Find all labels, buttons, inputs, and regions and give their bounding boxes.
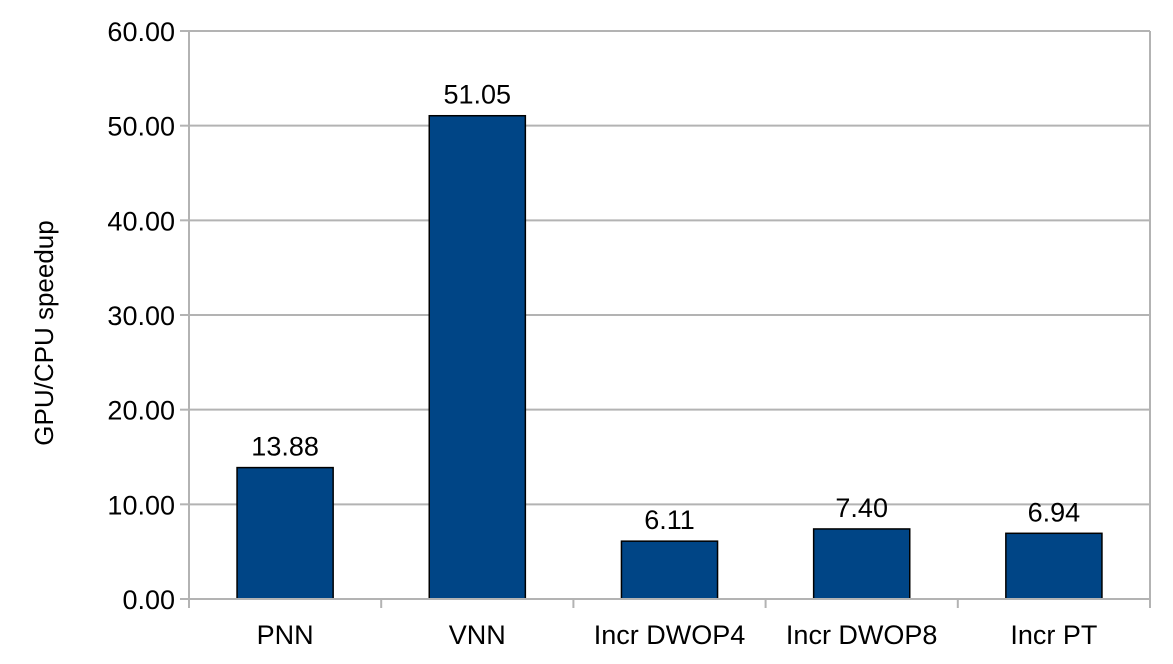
y-tick-label: 20.00	[107, 396, 175, 426]
data-label: 51.05	[444, 80, 512, 110]
x-category-label: Incr PT	[1010, 620, 1097, 650]
bar-incr-pt	[1005, 532, 1103, 600]
bars	[236, 114, 1103, 600]
bar-incr-dwop8	[812, 528, 911, 600]
y-tick-label: 60.00	[107, 17, 175, 47]
bar-pnn	[236, 466, 334, 600]
y-axis-label: GPU/CPU speedup	[29, 220, 59, 445]
y-tick-label: 30.00	[107, 301, 175, 331]
y-tick-label: 40.00	[107, 206, 175, 236]
x-category-label: Incr DWOP4	[594, 620, 746, 650]
gridlines	[189, 30, 1150, 506]
y-tick-label: 10.00	[107, 490, 175, 520]
data-label: 6.11	[644, 505, 695, 535]
y-tick-labels: 0.00 10.00 20.00 30.00 40.00 50.00 60.00	[107, 17, 175, 615]
x-category-label: PNN	[257, 620, 314, 650]
x-category-labels: PNN VNN Incr DWOP4 Incr DWOP8 Incr PT	[257, 620, 1098, 650]
x-category-label: Incr DWOP8	[786, 620, 938, 650]
bar-incr-dwop4	[620, 540, 719, 600]
y-tick-label: 50.00	[107, 112, 175, 142]
axes	[180, 30, 1151, 608]
data-label: 13.88	[251, 432, 319, 462]
data-labels: 13.88 51.05 6.11 7.40 6.94	[251, 80, 1080, 535]
data-label: 7.40	[835, 493, 888, 523]
y-tick-label: 0.00	[122, 585, 175, 615]
data-label: 6.94	[1028, 497, 1081, 527]
bar-vnn	[428, 114, 527, 600]
x-category-label: VNN	[449, 620, 506, 650]
